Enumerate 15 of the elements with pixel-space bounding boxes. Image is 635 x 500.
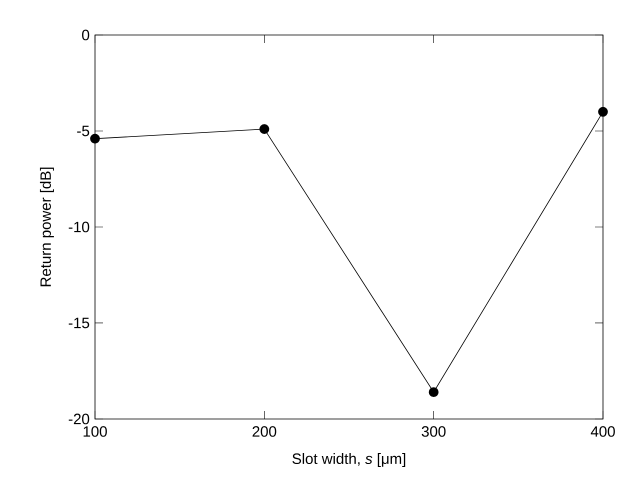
x-tick-label: 300 — [422, 426, 446, 437]
point — [428, 387, 439, 398]
y-tick-label: -15 — [68, 318, 90, 328]
point — [598, 106, 608, 117]
x-tick-label: 400 — [590, 426, 615, 437]
y-tick-label: -10 — [68, 222, 90, 232]
x-tick-label: 100 — [84, 426, 107, 437]
y-tick-label: -5 — [77, 126, 90, 136]
y-tick-label: -20 — [68, 414, 90, 424]
y-tick-label: 0 — [82, 30, 90, 40]
point — [259, 124, 270, 134]
y-axis-title: Return power [dB] — [40, 168, 54, 286]
x-axis-title: Slot width, s [μm] — [292, 453, 406, 467]
x-tick-label: 200 — [252, 426, 276, 437]
point — [90, 134, 100, 144]
